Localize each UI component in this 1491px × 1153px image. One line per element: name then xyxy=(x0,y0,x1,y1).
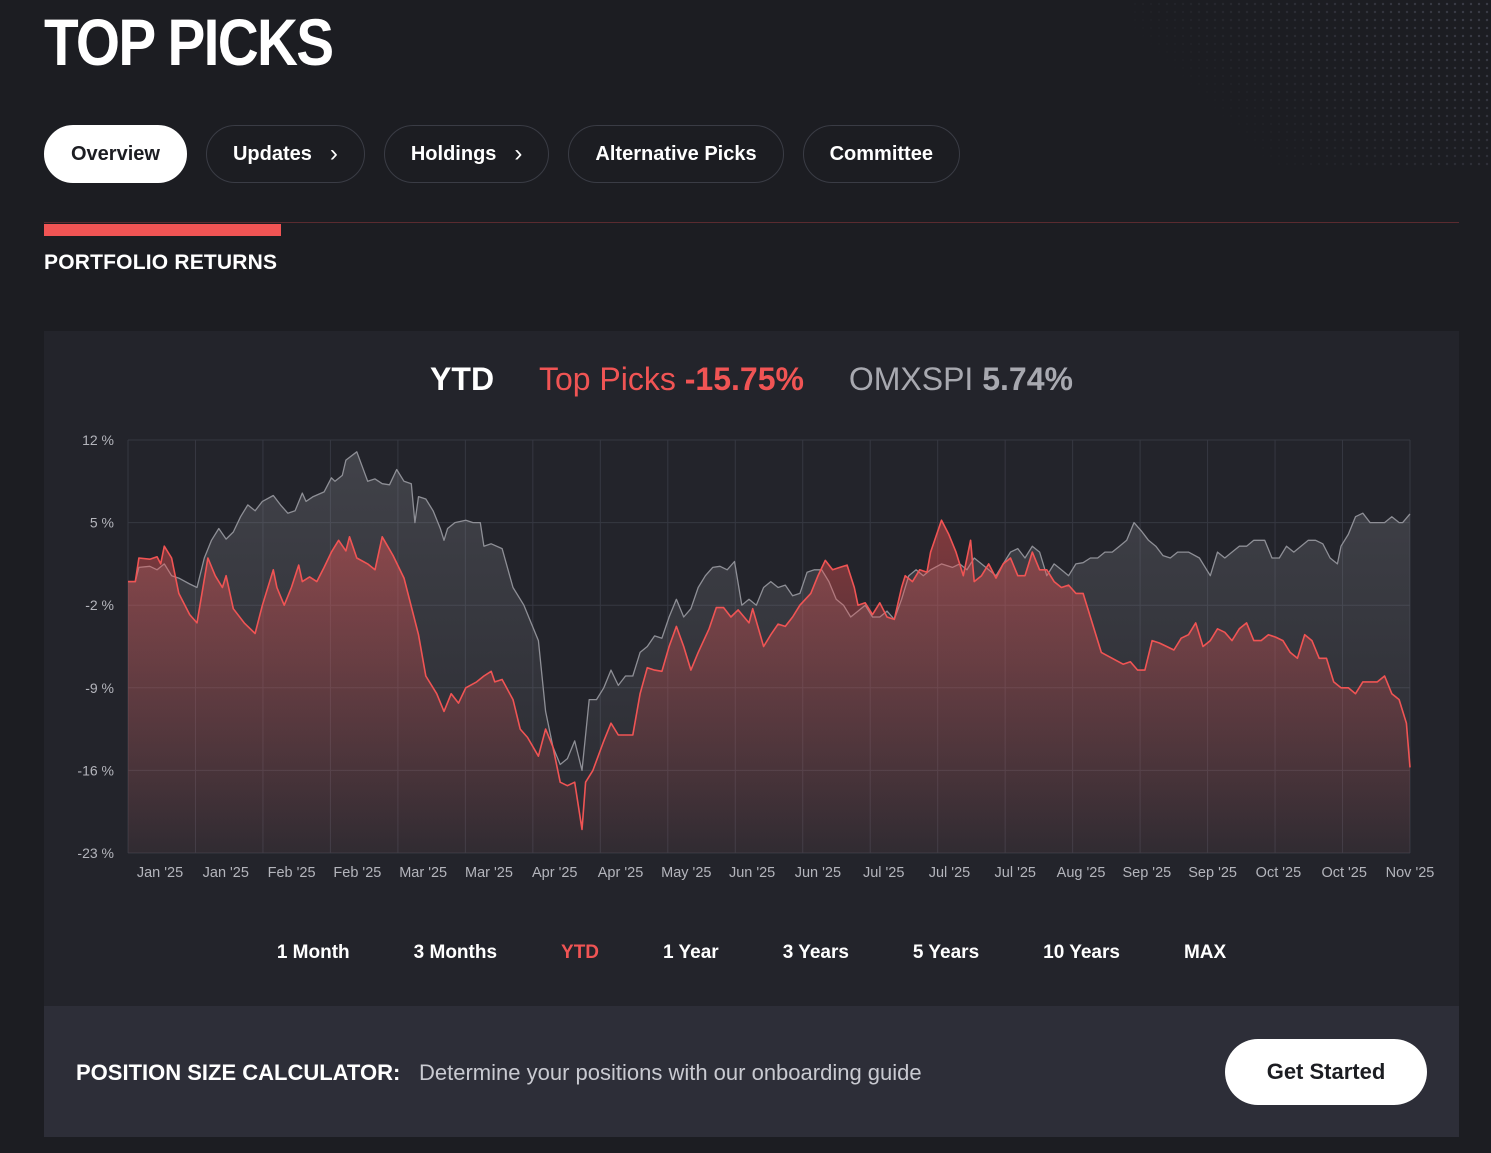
calculator-description: Determine your positions with our onboar… xyxy=(419,1060,922,1085)
x-tick-label: Feb '25 xyxy=(333,865,381,881)
tab-bar: Overview Updates › Holdings › Alternativ… xyxy=(44,125,960,183)
x-tick-label: Jul '25 xyxy=(929,865,970,881)
range-max[interactable]: MAX xyxy=(1183,942,1227,963)
range-1-year[interactable]: 1 Year xyxy=(663,942,719,963)
x-tick-label: Sep '25 xyxy=(1122,865,1171,881)
summary-top-picks-value: -15.75% xyxy=(684,361,804,397)
summary-top-picks-name: Top Picks xyxy=(538,361,676,397)
get-started-button[interactable]: Get Started xyxy=(1225,1039,1427,1105)
top-picks-area xyxy=(128,520,1410,853)
section-divider xyxy=(44,222,1459,223)
x-tick-label: Jun '25 xyxy=(795,865,841,881)
x-tick-label: Nov '25 xyxy=(1386,865,1435,881)
page-title: TOP PICKS xyxy=(44,5,334,79)
summary-omxspi-value: 5.74% xyxy=(982,361,1073,397)
tab-label: Updates xyxy=(232,142,312,165)
x-tick-label: Apr '25 xyxy=(598,865,644,881)
returns-card: YTD Top Picks -15.75% OMXSPI 5.74% 12 % 5… xyxy=(44,331,1459,1137)
top-picks-line xyxy=(128,519,1411,831)
y-tick-label: -16 % xyxy=(77,762,114,778)
y-tick-label: 5 % xyxy=(90,515,114,531)
range-1-month[interactable]: 1 Month xyxy=(276,942,350,963)
tab-label: Holdings xyxy=(410,142,497,165)
y-tick-label: -9 % xyxy=(85,680,114,696)
tab-label: Overview xyxy=(71,142,160,165)
x-tick-label: Apr '25 xyxy=(532,865,578,881)
omxspi-line xyxy=(128,451,1411,772)
position-calculator-banner: POSITION SIZE CALCULATOR: Determine your… xyxy=(44,1006,1459,1137)
x-tick-label: Oct '25 xyxy=(1256,865,1301,881)
range-ytd[interactable]: YTD xyxy=(561,942,600,963)
calculator-label: POSITION SIZE CALCULATOR: xyxy=(76,1060,401,1085)
summary-omxspi-name: OMXSPI xyxy=(848,361,974,397)
tab-updates[interactable]: Updates › xyxy=(205,125,365,183)
tab-overview[interactable]: Overview xyxy=(44,125,187,183)
tab-label: Committee xyxy=(829,142,933,165)
chevron-right-icon: › xyxy=(329,140,338,167)
y-tick-label: -23 % xyxy=(77,845,114,861)
x-tick-label: Feb '25 xyxy=(268,865,316,881)
tab-alternative-picks[interactable]: Alternative Picks xyxy=(568,125,784,183)
x-tick-label: Jul '25 xyxy=(863,865,904,881)
returns-chart: 12 % 5 % -2 % -9 % -16 % -23 % Jan '25 Jan '25 F… xyxy=(77,432,1435,881)
x-tick-label: Jan '25 xyxy=(137,865,183,881)
y-tick-label: 12 % xyxy=(82,432,114,448)
range-10-years[interactable]: 10 Years xyxy=(1043,942,1120,963)
x-tick-label: Mar '25 xyxy=(399,865,447,881)
range-selector: 1 Month 3 Months YTD 1 Year 3 Years 5 Ye… xyxy=(44,942,1459,964)
range-3-years[interactable]: 3 Years xyxy=(782,942,849,963)
chevron-right-icon: › xyxy=(514,140,523,167)
x-tick-label: Jan '25 xyxy=(203,865,249,881)
x-tick-label: May '25 xyxy=(661,865,711,881)
summary-period: YTD xyxy=(430,361,495,397)
x-tick-label: Jun '25 xyxy=(729,865,775,881)
decorative-dot-pattern xyxy=(1131,0,1491,170)
range-5-years[interactable]: 5 Years xyxy=(912,942,980,963)
tab-holdings[interactable]: Holdings › xyxy=(383,125,550,183)
x-tick-label: Oct '25 xyxy=(1321,865,1366,881)
y-tick-label: -2 % xyxy=(85,597,114,613)
tab-label: Alternative Picks xyxy=(595,142,757,165)
tab-committee[interactable]: Committee xyxy=(802,125,960,183)
range-3-months[interactable]: 3 Months xyxy=(413,942,498,963)
chart-summary: YTD Top Picks -15.75% OMXSPI 5.74% xyxy=(44,361,1459,398)
section-accent-bar xyxy=(44,224,281,236)
x-tick-label: Mar '25 xyxy=(465,865,513,881)
x-tick-label: Aug '25 xyxy=(1057,865,1106,881)
x-tick-label: Jul '25 xyxy=(995,865,1036,881)
x-tick-label: Sep '25 xyxy=(1188,865,1237,881)
section-title: PORTFOLIO RETURNS xyxy=(44,251,278,274)
